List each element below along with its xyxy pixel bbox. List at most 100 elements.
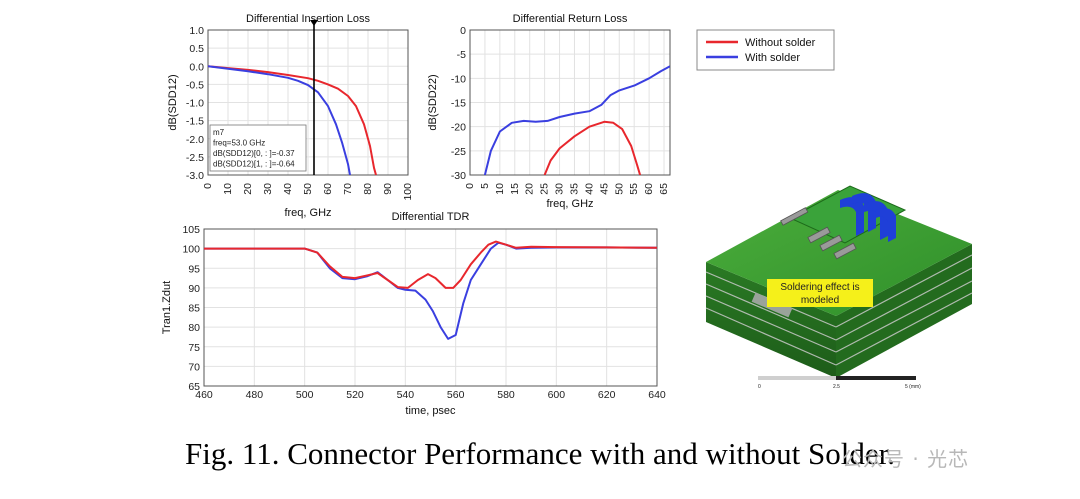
- x-tick-label: 15: [509, 183, 521, 195]
- x-tick-label: 50: [302, 183, 314, 195]
- watermark: 公众号 · 光芯: [842, 447, 970, 471]
- figure-caption: Fig. 11. Connector Performance with and …: [184, 436, 896, 471]
- x-tick-label: 640: [648, 389, 666, 401]
- connector-contacts: [780, 207, 857, 260]
- x-tick-label: 80: [362, 183, 374, 195]
- x-tick-label: 30: [262, 183, 274, 195]
- x-tick-label: 580: [497, 389, 515, 401]
- y-tick-label: -2.5: [186, 152, 204, 164]
- y-tick-label: -15: [451, 98, 466, 110]
- y-tick-label: 65: [188, 381, 200, 393]
- solder-annotation-line2: modeled: [801, 295, 839, 306]
- marker-readout-line: dB(SDD12)[0, : ]=-0.37: [213, 149, 295, 158]
- legend-label-with: With solder: [745, 52, 800, 64]
- x-tick-label: 40: [282, 183, 294, 195]
- scale-label-0: 0: [758, 384, 761, 390]
- y-tick-label: 80: [188, 322, 200, 334]
- x-tick-label: 600: [548, 389, 566, 401]
- marker-head: [310, 20, 318, 26]
- x-tick-label: 60: [643, 183, 655, 195]
- y-axis-label: Tran1.Zdut: [161, 281, 173, 334]
- x-axis-label: freq, GHz: [284, 207, 331, 219]
- x-tick-label: 480: [246, 389, 264, 401]
- x-tick-label: 20: [524, 183, 536, 195]
- insertion-loss-chart: 0 10 20 30 40 50 60 70 80 90 100 -3.0 -2.5 -2.0 -1.5 -1…: [167, 13, 414, 219]
- y-tick-label: -3.0: [186, 170, 204, 182]
- y-tick-label: -5: [457, 49, 466, 61]
- y-tick-label: 0: [460, 25, 466, 37]
- y-tick-label: -30: [451, 170, 466, 182]
- y-tick-label: 90: [188, 283, 200, 295]
- legend: Without solder With solder: [696, 29, 835, 71]
- pcb-left-side: [706, 262, 836, 378]
- x-axis-label: time, psec: [405, 405, 456, 417]
- chart-title: Differential TDR: [392, 211, 470, 223]
- x-tick-label: 35: [568, 183, 580, 195]
- y-tick-label: 95: [188, 263, 200, 275]
- y-tick-label: -1.0: [186, 98, 204, 110]
- x-tick-label: 460: [195, 389, 213, 401]
- y-tick-label: -20: [451, 122, 466, 134]
- x-tick-label: 5: [479, 183, 491, 189]
- plot-border: [203, 228, 658, 387]
- series-line-without: [204, 240, 657, 289]
- x-tick-label: 45: [598, 183, 610, 195]
- y-tick-label: -10: [451, 73, 466, 85]
- marker-readout-line: freq=53.0 GHz: [213, 139, 265, 148]
- solder-annotation-box: [767, 279, 873, 307]
- y-tick-label: 85: [188, 303, 200, 315]
- x-tick-label: 540: [397, 389, 415, 401]
- plot-border: [469, 29, 671, 176]
- chart-title: Differential Return Loss: [513, 13, 628, 25]
- chart-title: Differential Insertion Loss: [246, 13, 370, 25]
- series-line-with: [483, 65, 670, 175]
- x-tick-label: 100: [402, 183, 414, 201]
- legend-label-without: Without solder: [745, 37, 816, 49]
- marker-readout-line: dB(SDD12)[1, : ]=-0.64: [213, 160, 295, 169]
- x-tick-label: 50: [613, 183, 625, 195]
- series-line-without: [208, 65, 377, 175]
- x-tick-label: 20: [242, 183, 254, 195]
- y-tick-label: -2.0: [186, 134, 204, 146]
- scale-label-mid: 2.5: [833, 384, 840, 390]
- connector-pins: [840, 193, 896, 242]
- x-tick-label: 40: [583, 183, 595, 195]
- x-tick-label: 55: [628, 183, 640, 195]
- y-tick-label: 1.0: [189, 25, 204, 37]
- x-tick-label: 30: [554, 183, 566, 195]
- tdr-chart: 460 480 500 520 540 560 580 600 620 640 65 70 75 80 85…: [161, 211, 666, 417]
- x-tick-label: 25: [539, 183, 551, 195]
- series-line-with: [208, 65, 351, 175]
- scale-bar-dark: [836, 376, 916, 380]
- x-tick-label: 0: [202, 183, 214, 189]
- scale-label-end: 5 (mm): [905, 384, 921, 390]
- return-loss-chart: 0 5 10 15 20 25 30 35 40 45 50 55 60 65-30-25-20-15-1…: [427, 13, 671, 210]
- y-tick-label: 0.0: [189, 61, 204, 73]
- y-axis-label: dB(SDD22): [427, 74, 439, 130]
- marker-readout-line: m7: [213, 128, 225, 137]
- y-tick-label: 70: [188, 361, 200, 373]
- y-axis-label: dB(SDD12): [167, 74, 179, 130]
- y-tick-label: 100: [182, 244, 200, 256]
- solder-annotation-line1: Soldering effect is: [780, 282, 859, 293]
- x-tick-label: 520: [346, 389, 364, 401]
- pcb-right-side: [836, 244, 972, 378]
- y-tick-label: -25: [451, 146, 466, 158]
- y-tick-label: -1.5: [186, 116, 204, 128]
- y-tick-label: 105: [182, 224, 200, 236]
- x-tick-label: 620: [598, 389, 616, 401]
- x-tick-label: 10: [222, 183, 234, 195]
- x-axis-label: freq, GHz: [546, 198, 593, 210]
- x-tick-label: 560: [447, 389, 465, 401]
- x-tick-label: 0: [464, 183, 476, 189]
- x-tick-label: 90: [382, 183, 394, 195]
- x-tick-label: 65: [658, 183, 670, 195]
- series-line-without: [543, 120, 642, 175]
- x-tick-label: 60: [322, 183, 334, 195]
- x-tick-label: 500: [296, 389, 314, 401]
- y-tick-label: 75: [188, 342, 200, 354]
- x-tick-label: 10: [494, 183, 506, 195]
- connector-3d-model: Soldering effect is modeled 0 2.5 5 (mm): [705, 185, 973, 390]
- plot-border: [207, 29, 409, 176]
